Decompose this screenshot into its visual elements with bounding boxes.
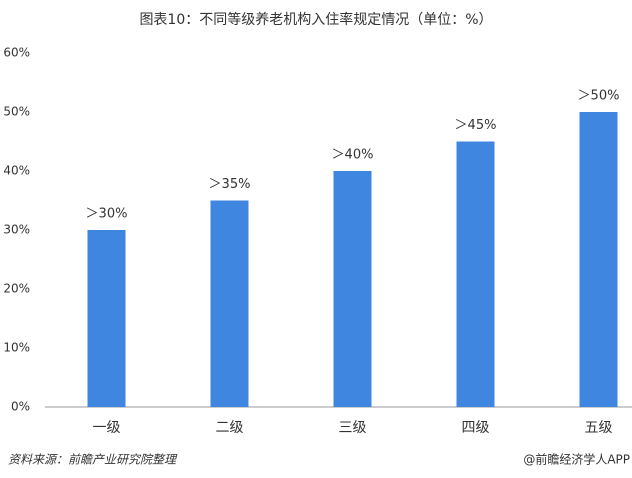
bar [210,200,249,407]
bar [456,141,495,407]
y-tick-label: 60% [3,46,30,60]
y-tick-label: 0% [11,400,30,414]
x-tick-label: 二级 [216,420,244,436]
y-tick-label: 10% [3,341,30,355]
bar [87,230,126,407]
x-tick-label: 三级 [339,420,367,436]
x-tick-label: 一级 [93,420,121,436]
value-label: ＞50% [578,89,620,104]
value-label: ＞30% [86,207,128,222]
y-tick-label: 40% [3,164,30,178]
y-tick-label: 50% [3,105,30,119]
bar [579,112,618,407]
value-label: ＞35% [209,177,251,192]
bar [333,171,372,407]
y-tick-label: 20% [3,282,30,296]
value-label: ＞40% [332,148,374,163]
source: 资料来源：前瞻产业研究院整理 [8,453,178,467]
credit: @前瞻经济学人APP [523,452,630,467]
x-tick-label: 五级 [585,420,613,436]
x-tick-label: 四级 [462,420,490,436]
chart-title: 图表10：不同等级养老机构入住率规定情况（单位：%） [139,11,492,28]
value-label: ＞45% [455,118,497,133]
y-tick-label: 30% [3,223,30,237]
